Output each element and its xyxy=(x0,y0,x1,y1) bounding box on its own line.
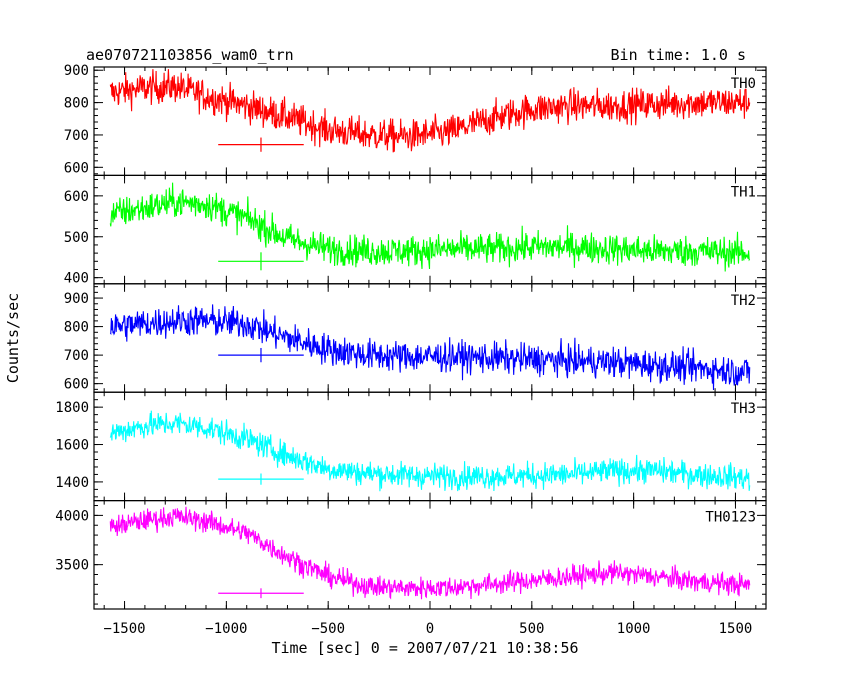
panel-frame xyxy=(93,283,767,393)
y-tick-label: 800 xyxy=(64,320,89,336)
x-axis-label: Time [sec] 0 = 2007/07/21 10:38:56 xyxy=(271,639,578,657)
panel-th3: 1400 1600 1800 TH3 xyxy=(55,391,767,502)
x-tick-label: −1500 xyxy=(103,621,145,637)
x-tick-label: 500 xyxy=(519,621,544,637)
x-axis: −1500 −1000 −500 0 500 1000 1500 xyxy=(103,621,752,637)
light-curve-th0 xyxy=(109,69,751,153)
panel-th2: 600 700 800 900 TH2 xyxy=(64,283,767,393)
y-tick-label: 1600 xyxy=(55,438,89,454)
y-tick-label: 900 xyxy=(64,291,89,307)
error-bar-th2 xyxy=(218,347,304,363)
panel-label-th0: TH0 xyxy=(731,76,756,92)
panel-frame xyxy=(93,391,767,502)
error-bar-th0 xyxy=(218,137,304,152)
y-tick-label: 600 xyxy=(64,189,89,205)
y-tick-label: 600 xyxy=(64,160,89,176)
panel-th1: 400 500 600 TH1 xyxy=(64,174,767,287)
panel-label-th1: TH1 xyxy=(731,184,756,200)
error-bar-th0123 xyxy=(218,588,304,599)
error-bar-th3 xyxy=(218,473,304,485)
panel-label-th3: TH3 xyxy=(731,401,756,417)
panel-label-th0123: TH0123 xyxy=(705,510,756,526)
y-tick-label: 400 xyxy=(64,271,89,287)
x-tick-label: 1500 xyxy=(719,621,753,637)
light-curve-th2 xyxy=(109,304,751,391)
x-tick-label: 1000 xyxy=(617,621,651,637)
y-tick-label: 1400 xyxy=(55,475,89,491)
y-axis-label: Counts/sec xyxy=(4,293,22,383)
y-tick-label: 600 xyxy=(64,377,89,393)
light-curve-th1 xyxy=(109,182,751,272)
y-tick-label: 1800 xyxy=(55,400,89,416)
y-tick-label: 700 xyxy=(64,128,89,144)
x-tick-label: 0 xyxy=(426,621,434,637)
y-tick-label: 900 xyxy=(64,63,89,79)
panels-group: 600 700 800 900 TH0 400 500 600 TH1 600 700 800 900 T… xyxy=(55,63,767,610)
y-tick-label: 700 xyxy=(64,348,89,364)
error-bar-th1 xyxy=(218,252,304,271)
x-tick-label: −500 xyxy=(311,621,345,637)
y-tick-label: 500 xyxy=(64,230,89,246)
x-tick-label: −1000 xyxy=(205,621,247,637)
panel-frame xyxy=(93,66,767,177)
y-tick-label: 800 xyxy=(64,96,89,112)
chart-title: ae070721103856_wam0_trn xyxy=(86,46,294,64)
y-tick-label: 4000 xyxy=(55,508,89,524)
y-tick-label: 3500 xyxy=(55,558,89,574)
bin-time-label: Bin time: 1.0 s xyxy=(611,46,746,64)
light-curve-th0123 xyxy=(109,506,751,600)
light-curve-th3 xyxy=(109,410,751,492)
panel-label-th2: TH2 xyxy=(731,293,756,309)
panel-th0: 600 700 800 900 TH0 xyxy=(64,63,767,177)
panel-th0123: 3500 4000 TH0123 xyxy=(55,500,767,610)
